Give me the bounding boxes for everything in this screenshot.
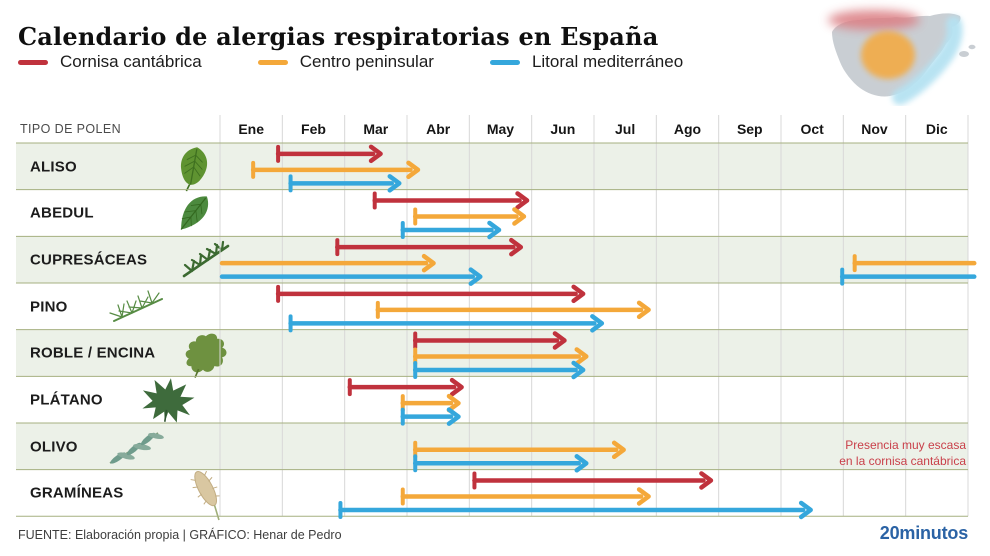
pollen-row-roble-encina: ROBLE / ENCINA — [16, 330, 968, 378]
month-header: Feb — [301, 121, 326, 137]
pollen-type-label: ROBLE / ENCINA — [30, 344, 156, 362]
legend-label: Centro peninsular — [299, 52, 434, 71]
pollen-row-gramineas: GRAMÍNEAS — [16, 470, 968, 521]
month-header: Oct — [800, 121, 824, 137]
pollen-type-label: PINO — [30, 298, 68, 315]
centro-region — [861, 31, 915, 79]
month-header-row: Ene Feb Mar Abr May Jun Jul Ago Sep Oct … — [220, 115, 968, 143]
legend-label: Cornisa cantábrica — [60, 52, 202, 71]
platano-leaf-icon — [142, 378, 195, 423]
month-header: Dic — [925, 121, 948, 137]
source-credit: FUENTE: Elaboración propia | GRÁFICO: He… — [18, 528, 342, 542]
pollen-row-abedul: ABEDUL — [16, 190, 968, 236]
pollen-row-pino: PINO — [16, 283, 968, 330]
legend-item-cornisa: Cornisa cantábrica — [18, 52, 202, 72]
month-header: Jun — [550, 121, 576, 137]
pollen-row-cupresaceas: CUPRESÁCEAS — [16, 236, 968, 283]
month-header: Sep — [736, 121, 763, 137]
balearic-island — [959, 51, 969, 57]
pollen-type-label: PLÁTANO — [30, 391, 103, 408]
pollen-row-aliso: ALISO — [16, 143, 968, 192]
aliso-leaf-icon — [181, 147, 208, 192]
pollen-row-platano: PLÁTANO — [16, 376, 968, 423]
month-header: Ene — [238, 121, 264, 137]
abedul-leaf-icon — [180, 196, 209, 230]
scarce-presence-note: Presencia muy escasa en la cornisa cantá… — [839, 438, 966, 468]
page-title: Calendario de alergias respiratorias en … — [18, 22, 659, 52]
pollen-type-label: ABEDUL — [30, 204, 94, 222]
gramineas-spike-icon — [190, 470, 220, 521]
pollen-type-header: TIPO DE POLEN — [20, 122, 122, 136]
pino-branch-icon — [109, 290, 163, 322]
cornisa-color-dash-icon — [18, 59, 48, 65]
legend: Cornisa cantábrica Centro peninsular Lit… — [18, 52, 683, 72]
pollen-type-label: CUPRESÁCEAS — [30, 251, 148, 268]
20minutos-logo: 20minutos — [879, 523, 968, 543]
roble-leaf-icon — [185, 333, 227, 378]
month-header: Abr — [426, 121, 451, 137]
month-header: Mar — [363, 121, 389, 137]
pollen-type-label: ALISO — [30, 158, 77, 175]
month-header: May — [486, 121, 515, 137]
legend-item-centro: Centro peninsular — [257, 52, 434, 72]
cornisa-region — [828, 10, 920, 30]
month-header: Nov — [861, 121, 888, 137]
litoral-region — [892, 16, 963, 105]
litoral-color-dash-icon — [489, 59, 520, 65]
balearic-island — [968, 44, 976, 50]
olivo-branch-icon — [109, 432, 164, 464]
pollen-row-olivo: OLIVO — [16, 423, 968, 470]
pollen-type-label: OLIVO — [30, 438, 78, 455]
spain-map-icon — [828, 10, 976, 105]
month-header: Ago — [673, 121, 702, 137]
pollen-type-label: GRAMÍNEAS — [30, 484, 124, 502]
month-header: Jul — [615, 121, 636, 137]
centro-color-dash-icon — [257, 59, 288, 65]
legend-label: Litoral mediterráneo — [531, 52, 684, 71]
legend-item-litoral: Litoral mediterráneo — [489, 52, 684, 72]
cupresaceas-sprig-icon — [182, 240, 230, 278]
